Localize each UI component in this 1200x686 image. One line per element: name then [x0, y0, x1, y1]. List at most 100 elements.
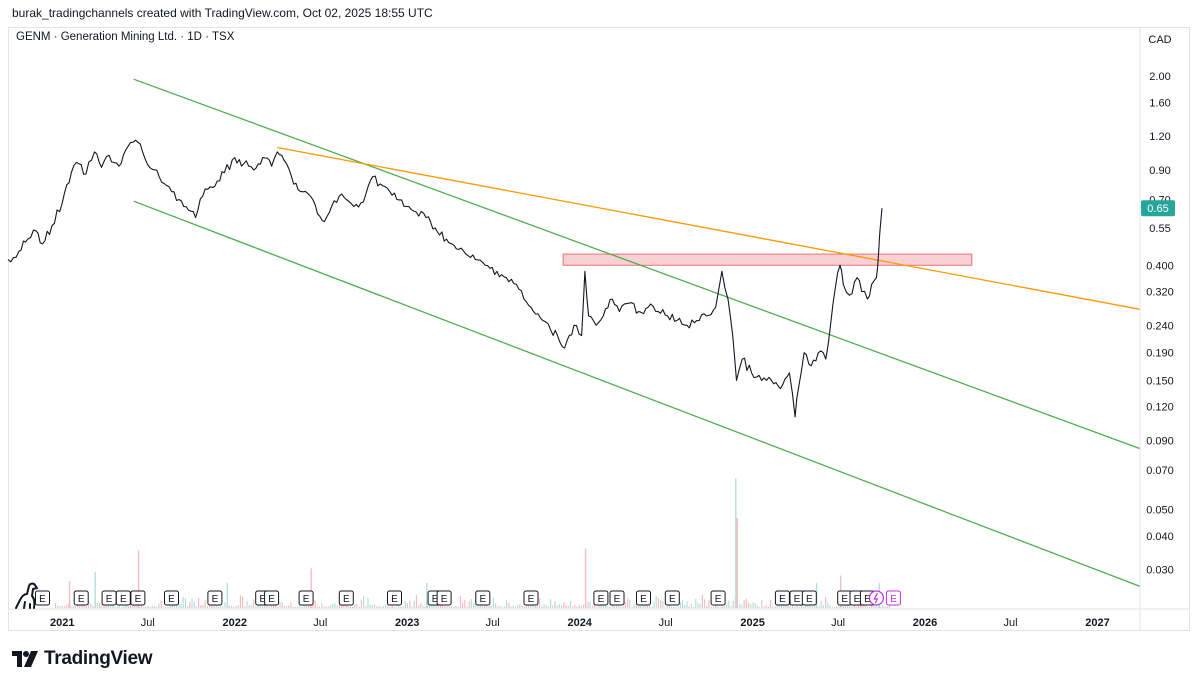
volume-bar: [552, 605, 554, 608]
volume-bar: [101, 604, 103, 608]
volume-bar: [356, 603, 358, 608]
volume-bar: [704, 599, 706, 608]
volume-bar: [316, 606, 318, 608]
volume-spike: [226, 582, 229, 608]
volume-bar: [77, 604, 79, 608]
volume-bar: [354, 603, 356, 608]
volume-bar: [847, 605, 849, 608]
volume-bar: [501, 607, 503, 608]
volume-bar: [860, 604, 862, 608]
earnings-marker-label: E: [343, 594, 350, 605]
volume-bar: [244, 606, 246, 608]
dividend-marker: [868, 590, 885, 606]
volume-bar: [420, 603, 422, 608]
volume-bar: [66, 604, 68, 608]
volume-bar: [308, 604, 310, 608]
volume-bar: [396, 606, 398, 608]
volume-bar: [763, 606, 765, 608]
currency-label[interactable]: CAD: [1148, 34, 1171, 46]
volume-bar: [523, 606, 525, 608]
volume-bar: [631, 606, 633, 608]
volume-bar: [319, 606, 321, 608]
earnings-marker: [264, 590, 280, 606]
volume-bar: [759, 606, 761, 608]
volume-bar: [629, 599, 631, 608]
channel-lower-line: [133, 200, 1141, 588]
volume-bar: [365, 606, 367, 608]
volume-bar: [222, 606, 224, 608]
earnings-marker-label: E: [715, 594, 722, 605]
earnings-marker-label: E: [528, 594, 535, 605]
volume-bar: [409, 600, 411, 608]
volume-bar: [301, 607, 303, 608]
volume-bar: [468, 601, 470, 608]
tradingview-logo[interactable]: TradingView: [12, 648, 153, 670]
volume-bar: [165, 606, 167, 608]
volume-bar: [721, 603, 723, 608]
volume-bar: [127, 606, 129, 608]
volume-bar: [869, 607, 871, 608]
volume-bar: [448, 606, 450, 608]
volume-bar: [701, 594, 703, 608]
volume-bar: [473, 603, 475, 608]
volume-bar: [671, 606, 673, 608]
volume-bar: [147, 606, 149, 608]
volume-bar: [651, 606, 653, 608]
price-tick-label: 0.030: [1146, 565, 1174, 577]
volume-bar: [464, 600, 466, 608]
volume-bar: [624, 602, 626, 608]
volume-bar: [756, 605, 758, 608]
volume-bar: [376, 606, 378, 608]
volume-bar: [334, 603, 336, 608]
volume-bar: [706, 605, 708, 608]
volume-bar: [387, 602, 389, 608]
volume-bar: [873, 605, 875, 608]
volume-bar: [884, 606, 886, 608]
volume-bar: [776, 604, 778, 608]
volume-bar: [239, 595, 241, 608]
volume-bar: [231, 605, 233, 608]
price-tick-label: 0.090: [1146, 436, 1174, 448]
volume-bar: [576, 606, 578, 608]
volume-bar: [849, 605, 851, 608]
volume-bar: [61, 605, 63, 608]
time-tick-label: 2022: [223, 617, 247, 629]
volume-bar: [459, 595, 461, 608]
volume-bar: [279, 602, 281, 608]
volume-bar: [827, 603, 829, 608]
volume-bar: [389, 607, 391, 608]
time-tick-label: Jul: [831, 617, 845, 629]
volume-bar: [213, 604, 215, 608]
time-tick-label: 2021: [50, 617, 74, 629]
earnings-marker: [35, 590, 50, 606]
volume-spike: [137, 550, 140, 608]
volume-bar: [554, 601, 556, 608]
time-tick-label: Jul: [659, 617, 673, 629]
volume-bar: [74, 605, 76, 608]
tradingview-logo-icon: [12, 651, 38, 667]
volume-bar: [627, 598, 629, 608]
earnings-marker-label: E: [303, 594, 310, 605]
volume-bar: [726, 604, 728, 608]
brand-name: TradingView: [44, 648, 153, 669]
volume-bar: [673, 606, 675, 608]
time-tick-label: 2027: [1085, 617, 1109, 629]
volume-bar: [327, 606, 329, 608]
volume-bar: [167, 606, 169, 608]
symbol-legend[interactable]: GENM · Generation Mining Ltd. · 1D · TSX: [16, 31, 235, 43]
volume-bar: [745, 598, 747, 608]
volume-bar: [470, 599, 472, 608]
volume-bar: [253, 599, 255, 608]
volume-bar: [519, 604, 521, 608]
volume-bar: [466, 606, 468, 608]
volume-bar: [770, 599, 772, 608]
volume-bar: [569, 600, 571, 608]
volume-bar: [539, 598, 541, 608]
volume-bar: [712, 606, 714, 608]
volume-bar: [209, 604, 211, 608]
price-tick-label: 0.070: [1146, 465, 1174, 477]
volume-bar: [723, 606, 725, 608]
earnings-marker-label: E: [432, 594, 439, 605]
volume-bar: [580, 606, 582, 608]
